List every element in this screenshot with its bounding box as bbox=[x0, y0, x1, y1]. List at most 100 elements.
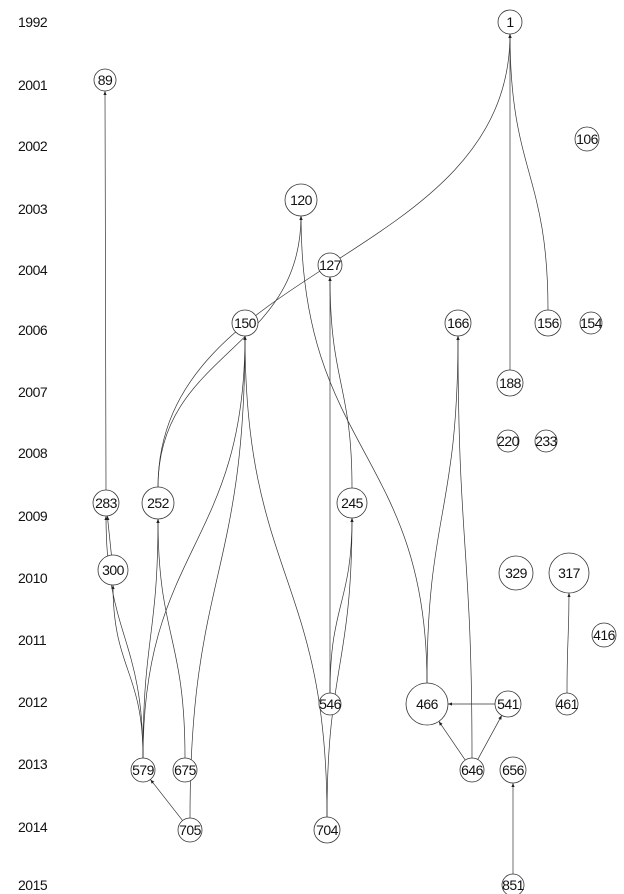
citation-edge bbox=[566, 592, 571, 694]
year-label: 2003 bbox=[18, 201, 48, 217]
node-label: 127 bbox=[319, 257, 342, 273]
citation-edge bbox=[328, 276, 353, 489]
year-label: 2001 bbox=[18, 77, 48, 93]
node-circle bbox=[405, 682, 449, 726]
paper-node: 461 bbox=[555, 692, 579, 716]
node-circle bbox=[548, 552, 590, 594]
paper-node: 252 bbox=[141, 486, 175, 520]
paper-node: 156 bbox=[534, 309, 562, 337]
paper-node: 106 bbox=[574, 126, 600, 152]
year-axis: 1992 2001 2002 2003 2004 2006 2007 2008 2009 2010… bbox=[18, 14, 48, 893]
paper-node: 466 bbox=[405, 682, 449, 726]
year-label: 2004 bbox=[18, 262, 48, 278]
node-label: 466 bbox=[416, 696, 439, 712]
citation-edge bbox=[106, 515, 112, 556]
node-label: 851 bbox=[502, 877, 525, 893]
node-circle bbox=[444, 309, 472, 337]
citation-edge bbox=[438, 721, 466, 761]
year-label: 2010 bbox=[18, 570, 48, 586]
citation-edge bbox=[299, 215, 428, 684]
node-label: 283 bbox=[95, 495, 118, 511]
paper-node: 851 bbox=[501, 873, 525, 894]
node-circle bbox=[177, 817, 203, 843]
citation-edge bbox=[477, 715, 503, 760]
node-label: 233 bbox=[535, 433, 558, 449]
node-circle bbox=[579, 311, 603, 335]
paper-node: 233 bbox=[534, 429, 558, 453]
paper-node: 579 bbox=[130, 757, 156, 783]
paper-node: 546 bbox=[318, 692, 342, 716]
year-label: 2011 bbox=[18, 632, 47, 648]
node-label: 89 bbox=[98, 72, 113, 88]
paper-node: 656 bbox=[499, 756, 527, 784]
node-circle bbox=[231, 309, 259, 337]
node-circle bbox=[318, 692, 342, 716]
node-circle bbox=[499, 756, 527, 784]
paper-node: 1 bbox=[497, 9, 523, 35]
node-circle bbox=[534, 309, 562, 337]
citation-edge bbox=[156, 518, 186, 759]
node-circle bbox=[534, 429, 558, 453]
year-label: 2006 bbox=[18, 322, 48, 338]
paper-node: 127 bbox=[317, 252, 343, 278]
node-label: 252 bbox=[147, 495, 170, 511]
nodes: 1 89 106 120 127 150 166 156 154 188 220 233 283 252 2… bbox=[92, 9, 617, 894]
paper-node: 317 bbox=[548, 552, 590, 594]
citation-edge bbox=[142, 518, 160, 759]
paper-node: 300 bbox=[97, 554, 129, 586]
node-circle bbox=[284, 183, 318, 217]
node-circle bbox=[336, 487, 368, 519]
citation-edge bbox=[150, 779, 183, 821]
year-label: 2013 bbox=[18, 756, 48, 772]
node-label: 546 bbox=[319, 696, 342, 712]
paper-node: 283 bbox=[92, 489, 120, 517]
paper-node: 220 bbox=[496, 429, 520, 453]
node-circle bbox=[317, 252, 343, 278]
node-label: 106 bbox=[576, 131, 599, 147]
year-label: 2015 bbox=[18, 877, 48, 893]
node-label: 156 bbox=[537, 315, 560, 331]
citation-edge bbox=[189, 335, 247, 819]
node-label: 461 bbox=[556, 696, 579, 712]
paper-node: 646 bbox=[459, 757, 485, 783]
citation-edge bbox=[426, 335, 460, 684]
node-circle bbox=[555, 692, 579, 716]
year-label: 1992 bbox=[18, 14, 48, 30]
citation-edge bbox=[326, 517, 354, 818]
citation-edge bbox=[243, 335, 328, 818]
node-label: 579 bbox=[132, 762, 155, 778]
node-label: 646 bbox=[461, 762, 484, 778]
node-label: 675 bbox=[174, 762, 197, 778]
node-circle bbox=[591, 622, 617, 648]
paper-node: 704 bbox=[313, 816, 341, 844]
node-circle bbox=[574, 126, 600, 152]
year-label: 2012 bbox=[18, 694, 48, 710]
node-label: 245 bbox=[341, 495, 364, 511]
paper-node: 188 bbox=[496, 369, 524, 397]
node-circle bbox=[92, 489, 120, 517]
citation-edge bbox=[103, 90, 107, 491]
citation-edge bbox=[329, 517, 354, 694]
node-label: 1 bbox=[506, 14, 514, 30]
paper-node: 120 bbox=[284, 183, 318, 217]
citation-edge bbox=[508, 33, 549, 311]
year-label: 2007 bbox=[18, 384, 48, 400]
citation-edge bbox=[456, 335, 473, 759]
node-circle bbox=[141, 486, 175, 520]
node-circle bbox=[498, 555, 534, 591]
node-circle bbox=[93, 68, 117, 92]
node-circle bbox=[496, 429, 520, 453]
citation-edge bbox=[157, 215, 303, 488]
citation-edge bbox=[104, 515, 144, 759]
paper-node: 416 bbox=[591, 622, 617, 648]
node-label: 317 bbox=[558, 565, 581, 581]
year-label: 2014 bbox=[18, 819, 48, 835]
node-label: 416 bbox=[593, 627, 616, 643]
node-label: 704 bbox=[316, 822, 339, 838]
node-label: 220 bbox=[497, 433, 520, 449]
year-label: 2009 bbox=[18, 508, 48, 524]
paper-node: 541 bbox=[494, 690, 522, 718]
node-circle bbox=[130, 757, 156, 783]
paper-node: 154 bbox=[579, 311, 603, 335]
node-label: 705 bbox=[179, 822, 202, 838]
